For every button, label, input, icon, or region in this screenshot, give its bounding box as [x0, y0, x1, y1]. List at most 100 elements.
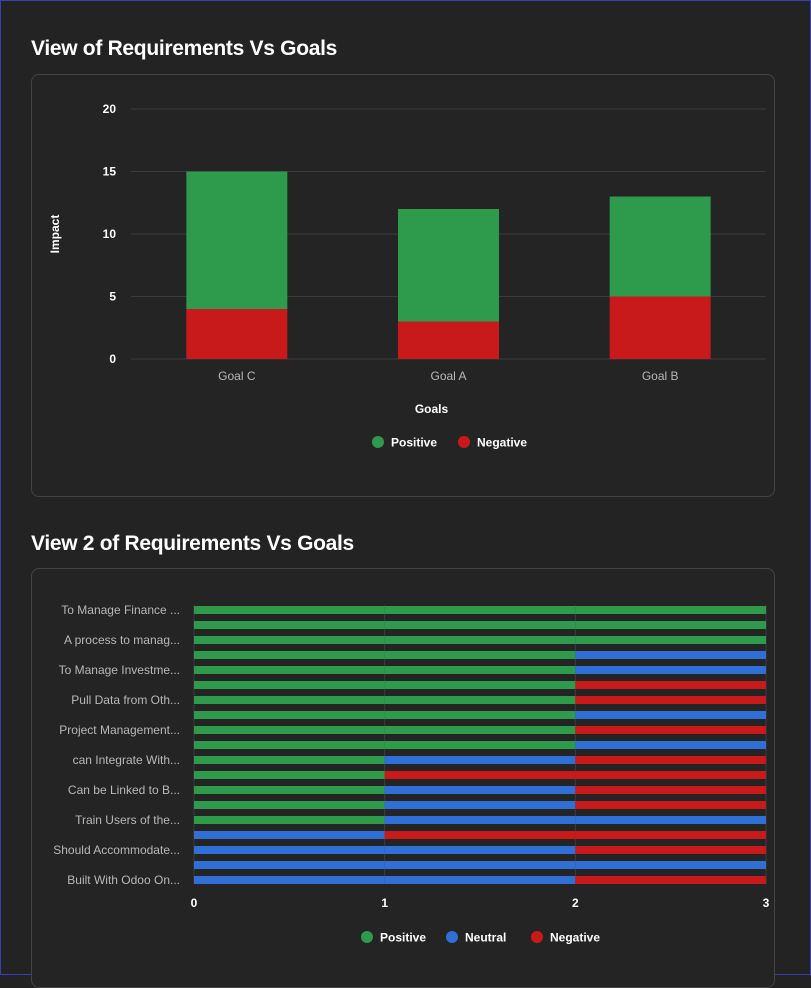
- bar-negative: [609, 296, 711, 359]
- hbar-segment-positive: [194, 816, 385, 824]
- y-category-label: Can be Linked to B...: [68, 783, 180, 797]
- hbar-segment-positive: [194, 771, 385, 779]
- hbar-segment-positive: [384, 606, 576, 614]
- hbar-segment-negative: [575, 801, 766, 809]
- hbar-segment-neutral: [575, 666, 766, 674]
- hbar-segment-neutral: [384, 861, 576, 869]
- y-axis-label: Impact: [48, 215, 62, 254]
- hbar-segment-neutral: [194, 846, 385, 854]
- hbar-segment-negative: [575, 681, 766, 689]
- hbar-segment-positive: [194, 636, 385, 644]
- hbar-segment-positive: [194, 726, 385, 734]
- hbar-segment-positive: [194, 681, 385, 689]
- hbar-segment-neutral: [384, 846, 576, 854]
- legend-swatch-negative: [458, 436, 470, 448]
- hbar-segment-positive: [194, 696, 385, 704]
- y-category-label: Should Accommodate...: [53, 843, 180, 857]
- legend-label-neutral: Neutral: [465, 931, 506, 945]
- hbar-segment-negative: [575, 831, 766, 839]
- chart2-title: View 2 of Requirements Vs Goals: [31, 532, 354, 555]
- x-tick-label: 1: [381, 896, 388, 910]
- y-category-label: can Integrate With...: [73, 753, 180, 767]
- y-category-label: Built With Odoo On...: [67, 873, 180, 887]
- y-category-label: To Manage Finance ...: [61, 603, 180, 617]
- hbar-segment-positive: [194, 711, 385, 719]
- y-category-label: Pull Data from Oth...: [71, 693, 180, 707]
- hbar-segment-neutral: [384, 876, 576, 884]
- legend-swatch-neutral: [446, 931, 458, 943]
- hbar-segment-positive: [194, 621, 385, 629]
- legend-swatch-positive: [372, 436, 384, 448]
- x-axis-label: Goals: [415, 402, 449, 416]
- legend-swatch-positive: [361, 931, 373, 943]
- hbar-segment-positive: [575, 621, 766, 629]
- hbar-segment-positive: [384, 621, 576, 629]
- legend-label-positive: Positive: [391, 436, 437, 450]
- hbar-segment-positive: [194, 666, 385, 674]
- hbar-segment-positive: [194, 756, 385, 764]
- hbar-segment-negative: [575, 726, 766, 734]
- hbar-segment-neutral: [575, 651, 766, 659]
- legend-label-negative: Negative: [550, 931, 600, 945]
- hbar-segment-negative: [575, 786, 766, 794]
- hbar-segment-neutral: [384, 786, 576, 794]
- hbar-segment-neutral: [194, 861, 385, 869]
- hbar-segment-positive: [384, 696, 576, 704]
- hbar-segment-positive: [384, 711, 576, 719]
- y-category-label: To Manage Investme...: [59, 663, 180, 677]
- bar-negative: [398, 321, 499, 359]
- chart2-svg: 0 1 2 3 To Manage Finance ... A process to ma…: [53, 603, 770, 945]
- hbar-segment-negative: [575, 846, 766, 854]
- hbar-segment-negative: [575, 771, 766, 779]
- hbar-segment-positive: [575, 636, 766, 644]
- y-category-label: A process to manag...: [64, 633, 180, 647]
- hbar-segment-negative: [384, 831, 576, 839]
- legend-label-negative: Negative: [477, 436, 527, 450]
- y-tick-label: 0: [109, 352, 116, 366]
- hbar-segment-positive: [384, 651, 576, 659]
- hbar-segment-neutral: [575, 816, 766, 824]
- hbar-segment-positive: [194, 651, 385, 659]
- x-tick-label: 0: [191, 896, 198, 910]
- x-tick-label: 3: [763, 896, 770, 910]
- hbar-segment-positive: [194, 786, 385, 794]
- bar-positive: [186, 171, 288, 309]
- hbar-segment-positive: [194, 801, 385, 809]
- hbar-segment-negative: [575, 876, 766, 884]
- hbar-segment-positive: [194, 741, 385, 749]
- y-tick-label: 5: [109, 290, 116, 304]
- legend-swatch-negative: [531, 931, 543, 943]
- hbar-segment-neutral: [575, 741, 766, 749]
- hbar-segment-negative: [575, 756, 766, 764]
- hbar-segment-neutral: [194, 831, 385, 839]
- hbar-segment-positive: [384, 741, 576, 749]
- hbar-segment-positive: [384, 666, 576, 674]
- bar-positive: [398, 209, 499, 322]
- hbar-segment-positive: [194, 606, 385, 614]
- chart2-card: 0 1 2 3 To Manage Finance ... A process to ma…: [31, 568, 775, 988]
- y-category-label: Train Users of the...: [75, 813, 180, 827]
- hbar-segment-positive: [384, 636, 576, 644]
- hbar-segment-neutral: [384, 756, 576, 764]
- x-tick-label: Goal B: [642, 369, 679, 383]
- hbar-segment-neutral: [575, 861, 766, 869]
- hbar-segment-positive: [384, 681, 576, 689]
- hbar-segment-neutral: [575, 711, 766, 719]
- hbar-segment-neutral: [384, 801, 576, 809]
- legend-label-positive: Positive: [380, 931, 426, 945]
- hbar-segment-negative: [575, 696, 766, 704]
- hbar-segment-positive: [384, 726, 576, 734]
- y-category-label: Project Management...: [59, 723, 180, 737]
- hbar-segment-neutral: [194, 876, 385, 884]
- x-tick-label: Goal C: [218, 369, 256, 383]
- hbar-segment-negative: [384, 771, 576, 779]
- chart1-card: 0 5 10 15 20 Impact Goal C Goal A Goal B Goals Pos…: [31, 74, 775, 497]
- chart1-title: View of Requirements Vs Goals: [31, 37, 338, 60]
- y-tick-label: 15: [103, 165, 117, 179]
- y-tick-label: 10: [103, 227, 117, 241]
- chart1-svg: 0 5 10 15 20 Impact Goal C Goal A Goal B Goals Pos…: [48, 102, 766, 450]
- hbar-segment-positive: [575, 606, 766, 614]
- bar-positive: [609, 196, 711, 297]
- bar-negative: [186, 309, 288, 359]
- y-tick-label: 20: [103, 102, 117, 116]
